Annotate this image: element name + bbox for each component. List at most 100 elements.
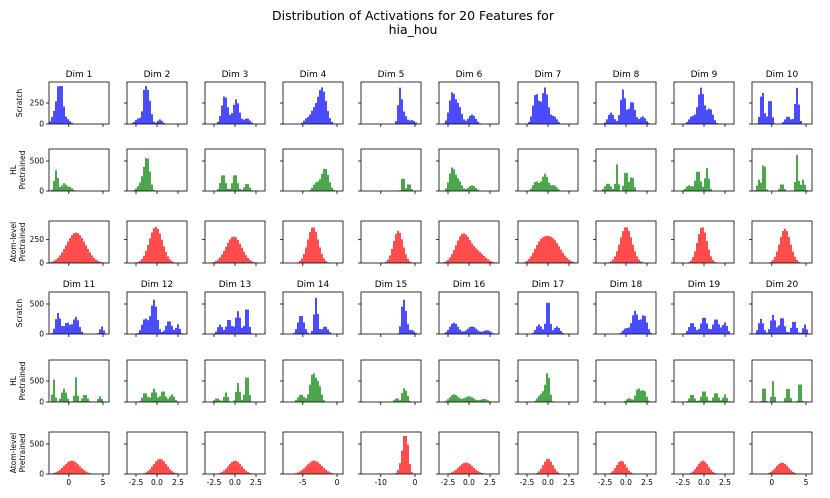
histogram-bar bbox=[407, 324, 409, 334]
histogram-bar bbox=[762, 323, 764, 334]
histogram-bar bbox=[626, 109, 628, 124]
histogram-bar bbox=[802, 328, 804, 334]
histogram-bar bbox=[307, 239, 309, 263]
histogram-bar bbox=[309, 232, 311, 263]
histogram-bar bbox=[636, 256, 638, 263]
histogram-bar bbox=[540, 101, 542, 124]
histogram-bar bbox=[399, 87, 401, 124]
histogram-bar bbox=[726, 397, 728, 402]
histogram-bar bbox=[784, 326, 786, 334]
histogram-bar bbox=[313, 314, 315, 334]
histogram-bar bbox=[800, 332, 802, 334]
histogram-bar bbox=[171, 325, 173, 334]
histogram-bar bbox=[167, 398, 169, 402]
histogram-bar bbox=[229, 464, 231, 474]
histogram-bar bbox=[766, 116, 768, 124]
histogram-bar bbox=[548, 377, 550, 402]
histogram-bar bbox=[243, 468, 245, 474]
histogram-bar bbox=[221, 105, 223, 124]
histogram-bar bbox=[542, 176, 544, 191]
histogram-bar bbox=[231, 237, 233, 263]
histogram-bar bbox=[155, 122, 157, 124]
histogram-bar bbox=[612, 259, 614, 263]
histogram-bar bbox=[49, 121, 51, 124]
dim-title: Dim 1 bbox=[66, 70, 93, 80]
histogram-bar bbox=[223, 329, 225, 334]
histogram-bar bbox=[710, 400, 712, 402]
histogram-bar bbox=[469, 186, 471, 191]
histogram-bar bbox=[241, 189, 243, 191]
panel-frame bbox=[751, 148, 813, 192]
histogram-bar bbox=[706, 464, 708, 474]
histogram-bar bbox=[233, 175, 235, 191]
histogram-bar bbox=[475, 118, 477, 124]
histogram-bar bbox=[786, 388, 788, 402]
histogram-bar bbox=[528, 258, 530, 263]
histogram-bar bbox=[692, 257, 694, 263]
histogram-bar bbox=[648, 123, 650, 124]
histogram-bar bbox=[71, 460, 73, 474]
histogram-bar bbox=[556, 471, 558, 474]
histogram-bar bbox=[534, 400, 536, 402]
histogram-bar bbox=[135, 188, 137, 191]
histogram-bar bbox=[411, 330, 413, 334]
histogram-bar bbox=[231, 326, 233, 334]
histogram-bar bbox=[544, 323, 546, 334]
dim-title: Dim 10 bbox=[766, 70, 799, 80]
dim-title: Dim 8 bbox=[613, 70, 640, 80]
histogram-bar bbox=[395, 233, 397, 263]
histogram-bar bbox=[241, 466, 243, 474]
histogram-bar bbox=[445, 400, 447, 402]
histogram-bar bbox=[451, 395, 453, 402]
histogram-bar bbox=[632, 177, 634, 191]
histogram-bar bbox=[169, 259, 171, 263]
row-label: Atom-level bbox=[9, 433, 18, 473]
histogram-bar bbox=[558, 246, 560, 263]
histogram-bar bbox=[157, 319, 159, 334]
histogram-bar bbox=[395, 398, 397, 402]
histogram-bar bbox=[610, 472, 612, 474]
histogram-bar bbox=[67, 462, 69, 474]
y-tick-label: 0 bbox=[39, 187, 44, 196]
histogram-bar bbox=[568, 259, 570, 263]
dim-title: Dim 7 bbox=[535, 70, 562, 80]
histogram-bar bbox=[455, 395, 457, 402]
histogram-bar bbox=[79, 401, 81, 402]
histogram-bar bbox=[546, 373, 548, 402]
histogram-bar bbox=[548, 182, 550, 191]
histogram-bar bbox=[467, 187, 469, 191]
dim-title: Dim 19 bbox=[688, 280, 721, 290]
histogram-bar bbox=[796, 154, 798, 191]
dim-title: Dim 6 bbox=[456, 70, 483, 80]
histogram-bar bbox=[774, 468, 776, 474]
x-tick-label: -2.5 bbox=[441, 478, 456, 487]
histogram-bar bbox=[648, 400, 650, 402]
histogram-bar bbox=[620, 237, 622, 263]
histogram-bar bbox=[145, 251, 147, 263]
histogram-bar bbox=[694, 398, 696, 402]
histogram-bar bbox=[53, 260, 55, 263]
histogram-bar bbox=[153, 463, 155, 474]
histogram-bar bbox=[51, 189, 53, 191]
histogram-bar bbox=[65, 392, 67, 402]
histogram-bar bbox=[477, 471, 479, 474]
histogram-bar bbox=[147, 320, 149, 334]
histogram-bar bbox=[455, 245, 457, 263]
histogram-bar bbox=[73, 461, 75, 474]
histogram-bar bbox=[453, 93, 455, 124]
histogram-bar bbox=[794, 256, 796, 263]
histogram-bar bbox=[217, 327, 219, 334]
histogram-bar bbox=[610, 112, 612, 124]
histogram-bar bbox=[485, 330, 487, 334]
dim-title: Dim 13 bbox=[219, 280, 252, 290]
histogram-bar bbox=[243, 119, 245, 124]
histogram-bar bbox=[776, 327, 778, 334]
y-tick-label: 250 bbox=[30, 99, 45, 108]
histogram-bar bbox=[640, 261, 642, 263]
histogram-bar bbox=[449, 473, 451, 474]
histogram-bar bbox=[634, 187, 636, 191]
histogram-bar bbox=[642, 315, 644, 334]
histogram-bar bbox=[405, 188, 407, 191]
histogram-bar bbox=[544, 173, 546, 191]
